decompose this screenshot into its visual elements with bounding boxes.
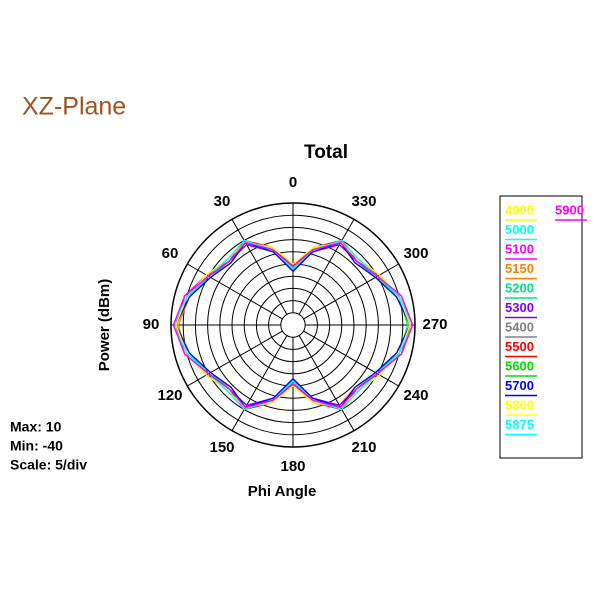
chart-title: Total <box>304 142 348 163</box>
grid-spoke <box>303 330 399 387</box>
angle-tick-label: 180 <box>280 458 305 475</box>
angle-tick-label: 270 <box>422 316 447 333</box>
legend-label: 5150 <box>505 261 534 276</box>
legend-label: 5200 <box>505 280 534 295</box>
legend-label: 5700 <box>505 378 534 393</box>
r-axis-label: Power (dBm) <box>96 279 113 372</box>
legend-label: 5875 <box>505 417 534 432</box>
angle-tick-label: 300 <box>403 245 428 262</box>
info-text: Max: 10 <box>10 419 62 435</box>
grid-spoke <box>187 263 283 320</box>
legend-label: 5600 <box>505 358 534 373</box>
angle-tick-label: 210 <box>351 439 376 456</box>
info-text: Min: -40 <box>10 438 63 454</box>
series-line <box>175 241 411 409</box>
legend-label: 5900 <box>555 202 584 217</box>
legend-label: 5000 <box>505 222 534 237</box>
angle-tick-label: 0 <box>289 174 297 191</box>
angle-tick-label: 240 <box>403 387 428 404</box>
legend-label: 5400 <box>505 319 534 334</box>
legend-label: 5800 <box>505 397 534 412</box>
angle-tick-label: 150 <box>209 439 234 456</box>
legend-label: 5500 <box>505 339 534 354</box>
series-line <box>175 241 411 409</box>
angle-tick-label: 60 <box>162 245 179 262</box>
page-title: XZ-Plane <box>22 93 126 121</box>
legend-box <box>499 195 583 459</box>
grid-spoke <box>298 219 355 315</box>
angle-tick-label: 90 <box>143 316 160 333</box>
grid-spoke <box>187 330 283 387</box>
grid-spoke <box>231 335 288 431</box>
angle-tick-label: 330 <box>351 193 376 210</box>
grid-spoke <box>298 335 355 431</box>
legend-label: 5100 <box>505 241 534 256</box>
legend-label: 5300 <box>505 300 534 315</box>
grid-spoke <box>231 219 288 315</box>
angle-tick-label: 30 <box>214 193 231 210</box>
grid-spoke <box>303 263 399 320</box>
info-text: Scale: 5/div <box>10 457 87 473</box>
series-line <box>172 241 414 409</box>
angle-tick-label: 120 <box>158 387 183 404</box>
legend-label: 4900 <box>505 202 534 217</box>
x-axis-label: Phi Angle <box>248 483 317 500</box>
